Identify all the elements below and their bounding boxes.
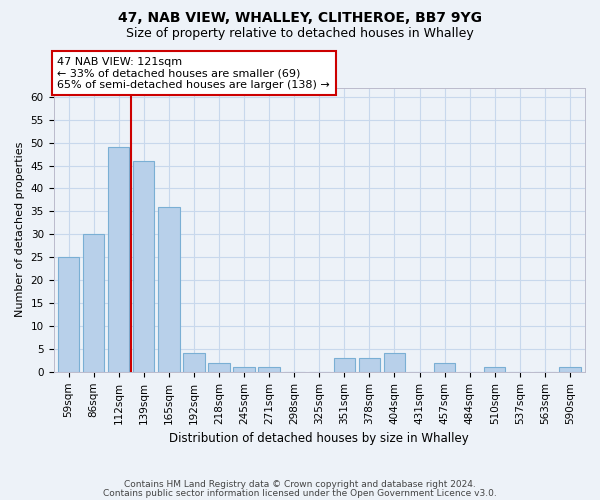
Bar xyxy=(208,362,230,372)
Bar xyxy=(108,147,130,372)
Bar xyxy=(158,207,179,372)
Bar xyxy=(83,234,104,372)
Text: Contains HM Land Registry data © Crown copyright and database right 2024.: Contains HM Land Registry data © Crown c… xyxy=(124,480,476,489)
Y-axis label: Number of detached properties: Number of detached properties xyxy=(15,142,25,318)
Bar xyxy=(183,354,205,372)
Bar xyxy=(233,367,255,372)
Bar xyxy=(334,358,355,372)
Bar xyxy=(484,367,505,372)
Text: Contains public sector information licensed under the Open Government Licence v3: Contains public sector information licen… xyxy=(103,488,497,498)
Bar xyxy=(58,257,79,372)
Bar xyxy=(359,358,380,372)
Bar xyxy=(259,367,280,372)
Bar xyxy=(133,161,154,372)
Text: 47, NAB VIEW, WHALLEY, CLITHEROE, BB7 9YG: 47, NAB VIEW, WHALLEY, CLITHEROE, BB7 9Y… xyxy=(118,11,482,25)
Bar xyxy=(384,354,405,372)
Bar xyxy=(559,367,581,372)
Bar xyxy=(434,362,455,372)
Text: 47 NAB VIEW: 121sqm
← 33% of detached houses are smaller (69)
65% of semi-detach: 47 NAB VIEW: 121sqm ← 33% of detached ho… xyxy=(57,56,330,90)
Text: Size of property relative to detached houses in Whalley: Size of property relative to detached ho… xyxy=(126,28,474,40)
X-axis label: Distribution of detached houses by size in Whalley: Distribution of detached houses by size … xyxy=(169,432,469,445)
